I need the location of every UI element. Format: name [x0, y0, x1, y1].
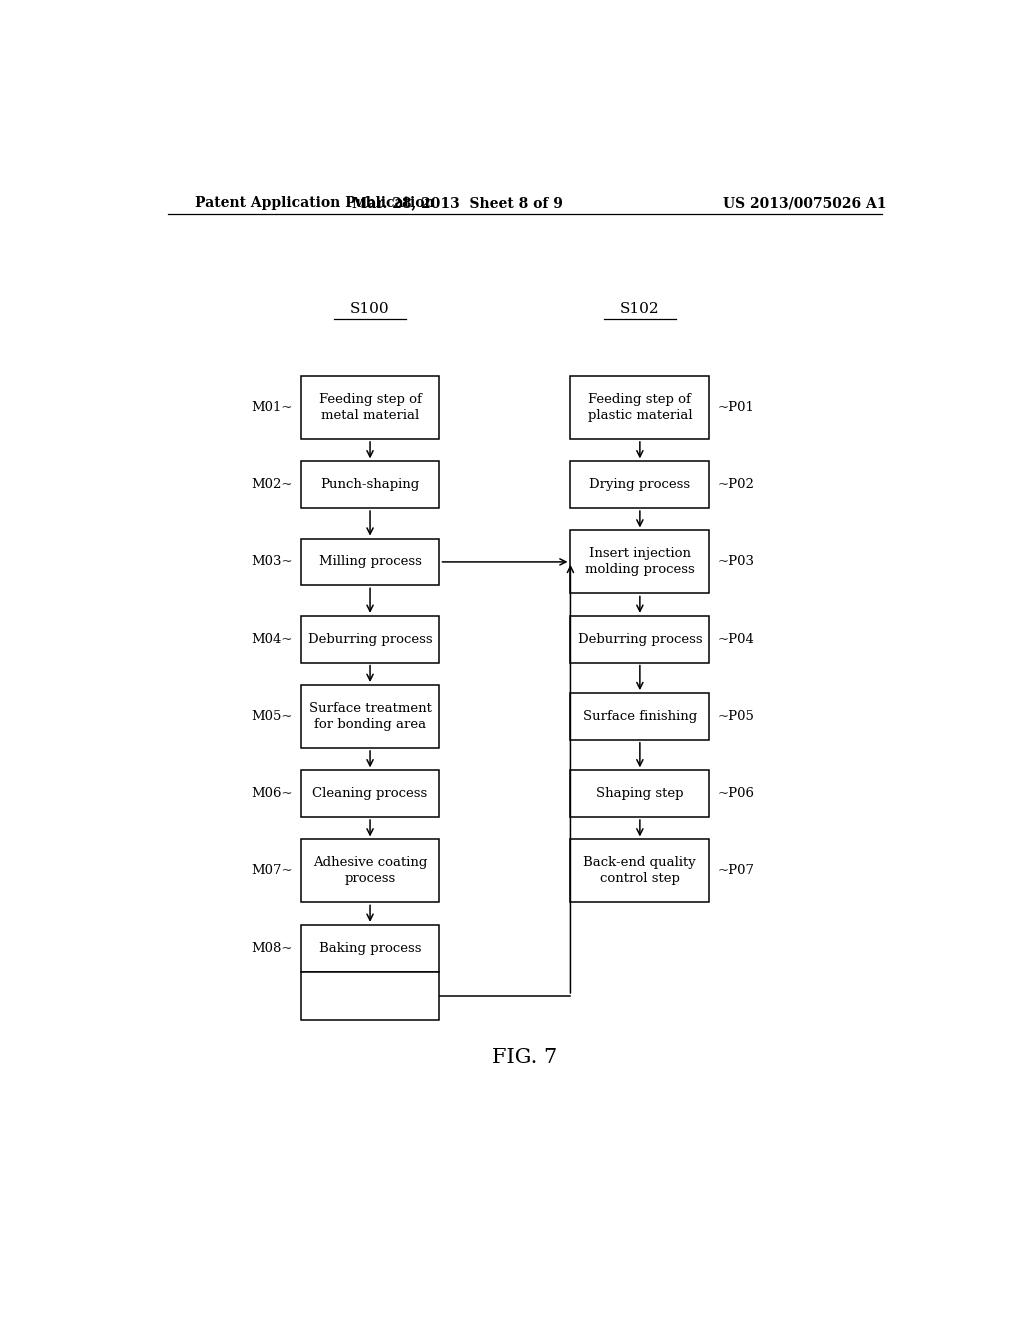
Bar	[570, 615, 710, 663]
Text: Feeding step of
metal material: Feeding step of metal material	[318, 393, 422, 422]
Text: S102: S102	[621, 302, 659, 315]
Text: Adhesive coating
process: Adhesive coating process	[313, 857, 427, 886]
Text: ~P01: ~P01	[717, 401, 754, 414]
Text: Deburring process: Deburring process	[578, 632, 702, 645]
Bar	[570, 376, 710, 440]
Text: Drying process: Drying process	[589, 478, 690, 491]
Bar	[301, 376, 439, 440]
Text: Back-end quality
control step: Back-end quality control step	[584, 857, 696, 886]
Bar	[301, 771, 439, 817]
Text: ~P04: ~P04	[717, 632, 754, 645]
Bar	[570, 693, 710, 739]
Text: Surface treatment
for bonding area: Surface treatment for bonding area	[308, 702, 431, 731]
Bar	[301, 685, 439, 748]
Text: Shaping step: Shaping step	[596, 787, 684, 800]
Bar	[570, 840, 710, 903]
Text: Baking process: Baking process	[318, 941, 421, 954]
Text: Insert injection
molding process: Insert injection molding process	[585, 548, 694, 577]
Bar	[301, 925, 439, 972]
Text: M05~: M05~	[251, 710, 293, 723]
Bar	[301, 461, 439, 508]
Text: Mar. 28, 2013  Sheet 8 of 9: Mar. 28, 2013 Sheet 8 of 9	[352, 197, 563, 210]
Text: M02~: M02~	[251, 478, 293, 491]
Bar	[301, 972, 439, 1020]
Text: Deburring process: Deburring process	[308, 632, 432, 645]
Text: M08~: M08~	[251, 941, 293, 954]
Text: M01~: M01~	[251, 401, 293, 414]
Text: ~P06: ~P06	[717, 787, 755, 800]
Text: Milling process: Milling process	[318, 556, 422, 569]
Text: Patent Application Publication: Patent Application Publication	[196, 197, 435, 210]
Text: Surface finishing: Surface finishing	[583, 710, 697, 723]
Text: FIG. 7: FIG. 7	[493, 1048, 557, 1068]
Bar	[301, 615, 439, 663]
Bar	[301, 840, 439, 903]
Text: US 2013/0075026 A1: US 2013/0075026 A1	[723, 197, 887, 210]
Bar	[570, 771, 710, 817]
Bar	[301, 539, 439, 585]
Text: Punch-shaping: Punch-shaping	[321, 478, 420, 491]
Text: S100: S100	[350, 302, 390, 315]
Bar	[570, 461, 710, 508]
Text: ~P05: ~P05	[717, 710, 754, 723]
Text: ~P02: ~P02	[717, 478, 754, 491]
Text: M07~: M07~	[251, 865, 293, 878]
Text: ~P07: ~P07	[717, 865, 755, 878]
Text: ~P03: ~P03	[717, 556, 755, 569]
Text: M06~: M06~	[251, 787, 293, 800]
Text: Feeding step of
plastic material: Feeding step of plastic material	[588, 393, 692, 422]
Text: M04~: M04~	[251, 632, 293, 645]
Bar	[570, 531, 710, 594]
Text: Cleaning process: Cleaning process	[312, 787, 428, 800]
Text: M03~: M03~	[251, 556, 293, 569]
